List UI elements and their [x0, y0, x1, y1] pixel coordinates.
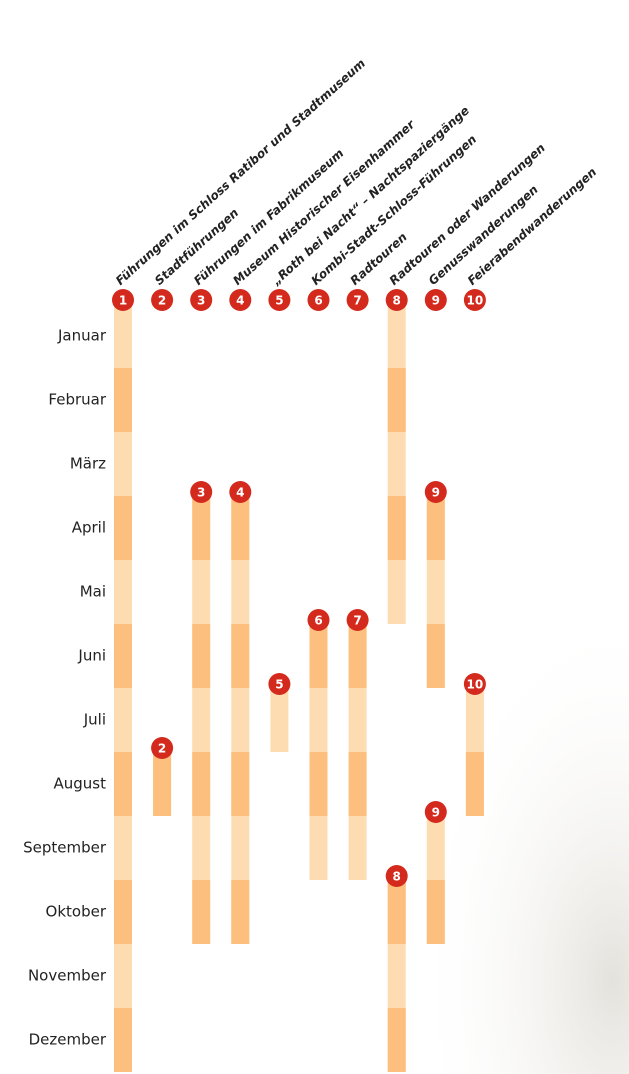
badge-label: 2: [158, 294, 166, 308]
month-label: Februar: [48, 391, 106, 409]
period-bar: [388, 304, 406, 624]
badge-label: 4: [236, 486, 244, 500]
bar-stripe: [192, 880, 210, 944]
badge-label: 4: [236, 294, 244, 308]
badge-label: 5: [275, 678, 283, 692]
month-label: Juni: [77, 647, 106, 665]
bar-stripe: [427, 880, 445, 944]
month-label: Mai: [80, 583, 106, 601]
period-bar: [231, 496, 249, 944]
bar-stripe: [427, 624, 445, 688]
badge-label: 8: [393, 870, 401, 884]
bar-stripe: [349, 624, 367, 688]
badge-label: 6: [314, 294, 322, 308]
period-bar: [270, 688, 288, 752]
month-label: März: [70, 455, 106, 473]
bar-stripe: [114, 880, 132, 944]
bar-stripe: [388, 496, 406, 560]
bar-stripe: [231, 880, 249, 944]
bar-stripe: [192, 624, 210, 688]
bar-stripe: [114, 496, 132, 560]
period-bar: [192, 496, 210, 944]
bar-stripe: [388, 1008, 406, 1072]
badge-label: 8: [393, 294, 401, 308]
badge-label: 7: [353, 294, 361, 308]
month-label: Oktober: [46, 903, 107, 921]
badge-label: 7: [353, 614, 361, 628]
month-label: November: [28, 967, 107, 985]
bar-stripe: [388, 880, 406, 944]
badge-label: 1: [119, 294, 127, 308]
badge-label: 3: [197, 294, 205, 308]
month-label: April: [72, 519, 106, 537]
badge-label: 9: [432, 486, 440, 500]
bar-stripe: [349, 752, 367, 816]
bar-stripe: [231, 752, 249, 816]
bar-stripe: [310, 624, 328, 688]
bar-stripe: [114, 624, 132, 688]
bar-stripe: [192, 752, 210, 816]
badge-label: 10: [467, 294, 484, 308]
month-label: August: [54, 775, 107, 793]
badge-label: 3: [197, 486, 205, 500]
bar-stripe: [466, 752, 484, 816]
badge-label: 6: [314, 614, 322, 628]
badge-label: 2: [158, 742, 166, 756]
bar-stripe: [153, 752, 171, 816]
chart: Januar Februar März April Mai Juni Juli August S…: [0, 0, 629, 1074]
bar-stripe: [310, 752, 328, 816]
bar-stripe: [114, 752, 132, 816]
bar-stripe: [192, 496, 210, 560]
bar-stripe: [114, 368, 132, 432]
month-label: September: [23, 839, 107, 857]
bar-stripe: [427, 496, 445, 560]
bar-stripe: [231, 496, 249, 560]
bar-stripe: [231, 624, 249, 688]
bar-stripe: [114, 1008, 132, 1072]
month-label: Dezember: [29, 1031, 107, 1049]
month-label: Januar: [57, 327, 107, 345]
badge-label: 9: [432, 806, 440, 820]
month-label: Juli: [83, 711, 106, 729]
bar-stripe: [388, 368, 406, 432]
badge-label: 5: [275, 294, 283, 308]
badge-label: 10: [467, 678, 484, 692]
badge-label: 9: [432, 294, 440, 308]
column-label: Führungen im Schloss Ratibor und Stadtmu…: [113, 56, 368, 288]
